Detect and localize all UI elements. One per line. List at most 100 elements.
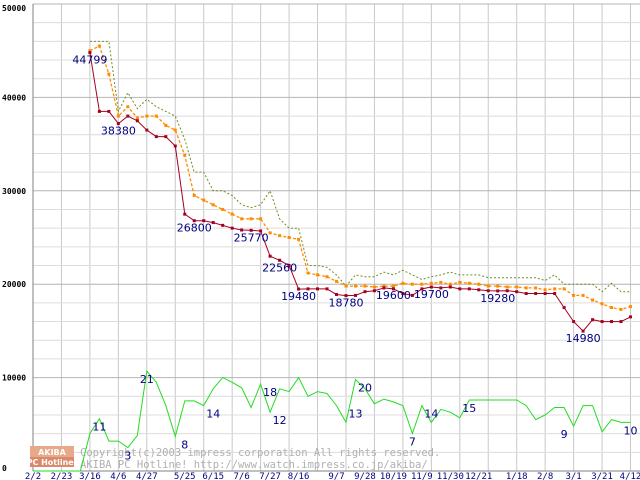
series-point-lowest-price bbox=[145, 128, 149, 132]
series-line-shop-count bbox=[33, 369, 631, 472]
series-point-lowest-price bbox=[353, 293, 357, 297]
series-point-average bbox=[553, 287, 557, 291]
x-tick-label: 1/18 bbox=[506, 472, 528, 480]
series-point-lowest-price bbox=[259, 229, 263, 233]
series-point-average bbox=[126, 105, 130, 109]
count-label: 10 bbox=[624, 424, 638, 437]
count-label: 11 bbox=[92, 421, 106, 434]
series-point-lowest-price bbox=[297, 287, 301, 291]
series-point-lowest-price bbox=[363, 290, 367, 294]
series-point-average bbox=[619, 307, 623, 311]
series-point-lowest-price bbox=[410, 293, 414, 297]
series-point-lowest-price bbox=[249, 228, 253, 232]
series-point-average bbox=[297, 237, 301, 241]
series-point-average bbox=[240, 217, 244, 221]
badge-line-2: PC Hotline! bbox=[27, 458, 78, 467]
series-point-average bbox=[278, 234, 282, 238]
badge-line-1: AKIBA bbox=[38, 448, 66, 457]
series-point-lowest-price bbox=[591, 318, 595, 322]
series-point-lowest-price bbox=[524, 292, 528, 296]
x-tick-label: 7/6 bbox=[234, 472, 250, 480]
series-point-lowest-price bbox=[429, 285, 433, 289]
series-point-average bbox=[562, 287, 566, 291]
series-point-lowest-price bbox=[401, 292, 405, 296]
series-point-lowest-price bbox=[316, 287, 320, 291]
count-label: 3 bbox=[124, 450, 131, 463]
series-point-lowest-price bbox=[486, 289, 490, 293]
series-point-average bbox=[448, 282, 452, 286]
count-label: 14 bbox=[424, 408, 438, 421]
series-point-average bbox=[259, 217, 263, 221]
x-tick-label: 11/30 bbox=[437, 472, 464, 480]
y-tick-label: 50000 bbox=[2, 4, 26, 13]
series-point-lowest-price bbox=[581, 329, 585, 333]
x-tick-label: 11/9 bbox=[411, 472, 433, 480]
series-point-lowest-price bbox=[230, 226, 234, 230]
x-tick-label: 9/7 bbox=[328, 472, 344, 480]
series-point-average bbox=[183, 153, 187, 157]
series-point-average bbox=[88, 49, 92, 53]
x-tick-label: 3/16 bbox=[79, 472, 101, 480]
series-point-average bbox=[524, 286, 528, 290]
price-label: 19280 bbox=[480, 292, 515, 305]
price-label: 18780 bbox=[328, 297, 363, 310]
series-point-average bbox=[221, 207, 225, 211]
series-point-average bbox=[429, 281, 433, 285]
series-point-average bbox=[107, 72, 111, 76]
x-tick-label: 9/28 bbox=[354, 472, 376, 480]
series-point-lowest-price bbox=[382, 286, 386, 290]
x-tick-label: 3/1 bbox=[565, 472, 581, 480]
series-point-lowest-price bbox=[515, 290, 519, 294]
series-point-lowest-price bbox=[619, 320, 623, 324]
x-tick-label: 3/21 bbox=[591, 472, 613, 480]
x-tick-label: 4/6 bbox=[110, 472, 126, 480]
series-point-lowest-price bbox=[268, 254, 272, 258]
y-tick-label: 0 bbox=[2, 464, 7, 473]
x-tick-label: 2/2 bbox=[25, 472, 41, 480]
x-tick-label: 5/25 bbox=[174, 472, 196, 480]
x-tick-label: 7/27 bbox=[259, 472, 281, 480]
badge-top-block bbox=[30, 446, 74, 457]
series-point-average bbox=[145, 114, 149, 118]
x-tick-label: 4/12 bbox=[620, 472, 640, 480]
series-point-average bbox=[391, 284, 395, 288]
series-point-lowest-price bbox=[553, 292, 557, 296]
series-point-average bbox=[543, 288, 547, 292]
chart-axes bbox=[32, 4, 640, 472]
akiba-badge: AKIBA PC Hotline! bbox=[27, 446, 78, 467]
y-tick-label: 40000 bbox=[2, 93, 26, 102]
chart-series bbox=[33, 40, 633, 472]
price-label: 26800 bbox=[177, 222, 212, 235]
count-label: 7 bbox=[409, 436, 416, 449]
series-point-lowest-price bbox=[505, 289, 509, 293]
series-point-average bbox=[116, 114, 120, 118]
series-point-average bbox=[515, 285, 519, 289]
count-label: 18 bbox=[263, 386, 277, 399]
series-point-average bbox=[581, 293, 585, 297]
series-point-lowest-price bbox=[335, 292, 338, 296]
series-point-average bbox=[353, 284, 357, 288]
series-point-average bbox=[192, 193, 196, 197]
series-point-average bbox=[382, 284, 386, 288]
series-point-average bbox=[230, 212, 234, 216]
price-label: 19600 bbox=[376, 289, 411, 302]
price-label: 19480 bbox=[281, 290, 316, 303]
x-tick-label: 2/23 bbox=[51, 472, 73, 480]
series-point-average bbox=[534, 286, 538, 290]
series-point-average bbox=[439, 280, 443, 284]
series-point-lowest-price bbox=[572, 320, 576, 324]
series-point-average bbox=[325, 275, 329, 279]
y-tick-label: 30000 bbox=[2, 187, 26, 196]
series-point-lowest-price bbox=[420, 287, 424, 291]
series-point-average bbox=[287, 236, 291, 239]
series-point-lowest-price bbox=[439, 286, 443, 290]
y-tick-label: 10000 bbox=[2, 374, 26, 383]
x-tick-label: 12/21 bbox=[465, 472, 492, 480]
series-point-lowest-price bbox=[164, 135, 168, 139]
series-point-lowest-price bbox=[107, 109, 111, 113]
count-label: 9 bbox=[561, 428, 568, 441]
series-point-lowest-price bbox=[306, 287, 310, 291]
data-labels: 44799 38380 26800 25770 22560 19480 18780 19600… bbox=[72, 54, 637, 463]
price-label: 22560 bbox=[262, 261, 297, 274]
series-point-average bbox=[372, 285, 376, 289]
